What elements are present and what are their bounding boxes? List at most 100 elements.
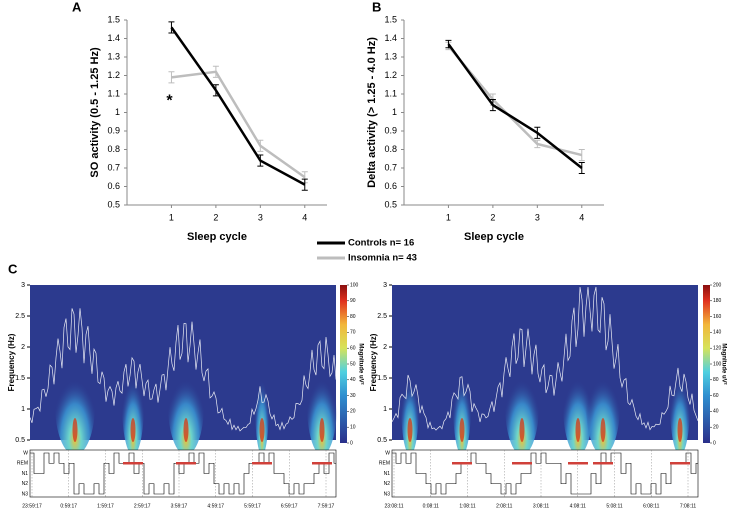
colorbar-tick-label: 50 bbox=[350, 361, 356, 367]
colorbar-tick-label: 40 bbox=[713, 409, 719, 415]
y-tick-label: 1.1 bbox=[107, 88, 120, 98]
stage-label: N2 bbox=[22, 481, 29, 487]
time-label: 23:08:11 bbox=[384, 503, 403, 509]
colorbar-tick-label: 120 bbox=[713, 346, 722, 352]
error-bar bbox=[534, 126, 541, 139]
power-core bbox=[519, 418, 525, 442]
legend-label: Controls n= 16 bbox=[348, 238, 414, 249]
colorbar-tick-label: 40 bbox=[350, 377, 356, 383]
y-axis-label: Delta activity (> 1.25 - 4.0 Hz) bbox=[366, 37, 378, 188]
colorbar-tick-label: 60 bbox=[350, 346, 356, 352]
colorbar bbox=[703, 285, 710, 443]
power-core bbox=[183, 418, 189, 442]
y-tick-label: 0.9 bbox=[384, 125, 397, 135]
colorbar-tick-label: 10 bbox=[350, 425, 356, 431]
y-tick-label: 2 bbox=[383, 344, 387, 351]
stage-label: N2 bbox=[384, 481, 391, 487]
time-label: 6:59:17 bbox=[281, 503, 298, 509]
time-label: 1:08:11 bbox=[459, 503, 476, 509]
colorbar-tick-label: 80 bbox=[350, 314, 356, 320]
error-bar bbox=[301, 178, 308, 191]
x-tick-label: 4 bbox=[579, 212, 584, 222]
colorbar-tick-label: 20 bbox=[350, 409, 356, 415]
y-tick-label: 1.5 bbox=[377, 375, 387, 382]
error-bar bbox=[212, 65, 219, 78]
x-tick-label: 2 bbox=[490, 212, 495, 222]
y-axis-label: Frequency (Hz) bbox=[7, 333, 16, 391]
x-axis-label: Sleep cycle bbox=[464, 231, 524, 243]
power-blob bbox=[55, 355, 95, 455]
power-core bbox=[72, 418, 78, 442]
error-bar bbox=[168, 21, 175, 34]
y-tick-label: 1.3 bbox=[384, 51, 397, 61]
power-blob bbox=[401, 355, 419, 455]
y-tick-label: 1 bbox=[383, 406, 387, 413]
power-core bbox=[407, 418, 413, 442]
time-label: 23:59:17 bbox=[22, 503, 42, 509]
colorbar-tick-label: 140 bbox=[713, 330, 722, 336]
error-bar bbox=[212, 84, 219, 97]
series-line bbox=[170, 26, 306, 186]
panel-label: B bbox=[372, 0, 381, 14]
time-label: 0:08:11 bbox=[423, 503, 440, 509]
y-tick-label: 1.5 bbox=[384, 14, 397, 24]
stage-label: N1 bbox=[22, 471, 29, 477]
power-blob bbox=[563, 355, 593, 455]
x-tick-label: 1 bbox=[169, 212, 174, 222]
colorbar-tick-label: 20 bbox=[713, 425, 719, 431]
time-label: 4:08:11 bbox=[570, 503, 587, 509]
series-line bbox=[447, 45, 583, 157]
x-tick-label: 4 bbox=[302, 212, 307, 222]
y-tick-label: 1.3 bbox=[107, 51, 120, 61]
y-tick-label: 0.7 bbox=[384, 162, 397, 172]
x-tick-label: 3 bbox=[258, 212, 263, 222]
spectrogram-bg bbox=[392, 285, 698, 440]
power-core bbox=[575, 418, 581, 442]
colorbar-tick-label: 80 bbox=[713, 377, 719, 383]
y-tick-label: 3 bbox=[21, 282, 25, 289]
y-tick-label: 1 bbox=[392, 107, 397, 117]
y-tick-label: 1 bbox=[21, 406, 25, 413]
hypnogram-frame bbox=[391, 449, 699, 498]
power-blob bbox=[255, 355, 269, 455]
colorbar-label: Magnitude uV² bbox=[357, 343, 364, 384]
y-tick-label: 1.1 bbox=[384, 88, 397, 98]
power-core bbox=[600, 418, 606, 442]
x-axis-label: Sleep cycle bbox=[187, 231, 247, 243]
colorbar-tick-label: 160 bbox=[713, 314, 722, 320]
stage-label: N1 bbox=[384, 471, 391, 477]
x-tick-label: 1 bbox=[446, 212, 451, 222]
y-tick-label: 1.4 bbox=[384, 33, 397, 43]
error-bar bbox=[578, 149, 585, 162]
y-tick-label: 1.5 bbox=[107, 14, 120, 24]
time-label: 5:59:17 bbox=[244, 503, 261, 509]
time-label: 3:59:17 bbox=[171, 503, 188, 509]
error-bar bbox=[257, 154, 264, 167]
y-tick-label: 1.2 bbox=[107, 70, 120, 80]
y-tick-label: 2 bbox=[21, 344, 25, 351]
error-bar bbox=[489, 99, 496, 112]
legend-label: Insomnia n= 43 bbox=[348, 253, 417, 264]
y-tick-label: 2.5 bbox=[15, 313, 25, 320]
x-tick-label: 3 bbox=[535, 212, 540, 222]
hypnogram bbox=[392, 452, 698, 495]
y-tick-label: 0.8 bbox=[107, 144, 120, 154]
y-tick-label: 1.5 bbox=[15, 375, 25, 382]
power-core bbox=[677, 418, 683, 442]
time-label: 2:08:11 bbox=[496, 503, 513, 509]
series-line bbox=[171, 70, 306, 179]
series-line bbox=[447, 43, 583, 169]
stage-label: REM bbox=[379, 461, 390, 467]
stage-label: REM bbox=[17, 461, 28, 467]
time-label: 6:08:11 bbox=[643, 503, 660, 509]
colorbar-tick-label: 100 bbox=[350, 282, 359, 288]
power-core bbox=[459, 418, 465, 442]
panel-label: C bbox=[8, 261, 18, 276]
time-label: 4:59:17 bbox=[207, 503, 224, 509]
y-tick-label: 0.5 bbox=[15, 437, 25, 444]
power-core bbox=[130, 418, 136, 442]
colorbar-tick-label: 100 bbox=[713, 361, 722, 367]
trace bbox=[29, 308, 337, 432]
colorbar bbox=[340, 285, 347, 443]
